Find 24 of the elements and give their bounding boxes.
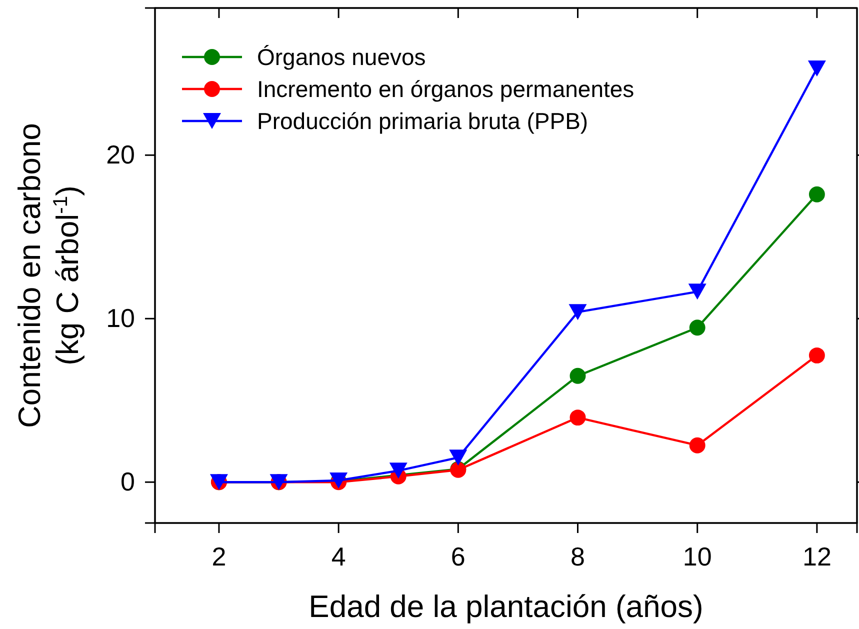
point: [568, 304, 587, 320]
x-tick-label: 4: [331, 541, 346, 572]
x-tick-label: 6: [450, 541, 466, 572]
x-tick-label: 2: [212, 541, 226, 572]
x-tick-label: 12: [802, 541, 832, 572]
point: [389, 462, 408, 479]
x-axis-title: Edad de la plantación (años): [308, 589, 704, 624]
y-tick-label: 10: [106, 302, 135, 333]
legend-label: Órganos nuevos: [257, 44, 426, 70]
point: [449, 450, 468, 466]
point: [570, 410, 586, 426]
legend-label: Producción primaria bruta (PPB): [257, 108, 588, 134]
point: [689, 437, 706, 454]
x-tick-label: 8: [570, 541, 585, 572]
point: [688, 284, 706, 300]
point: [808, 60, 826, 76]
point: [570, 368, 586, 384]
point: [808, 186, 825, 202]
point: [808, 347, 825, 364]
x-tick-label: 10: [682, 541, 712, 572]
legend-label: Incremento en órganos permanentes: [257, 76, 634, 102]
y-tick-label: 20: [106, 139, 135, 170]
point: [689, 320, 706, 336]
y-tick-label: 0: [120, 466, 135, 496]
